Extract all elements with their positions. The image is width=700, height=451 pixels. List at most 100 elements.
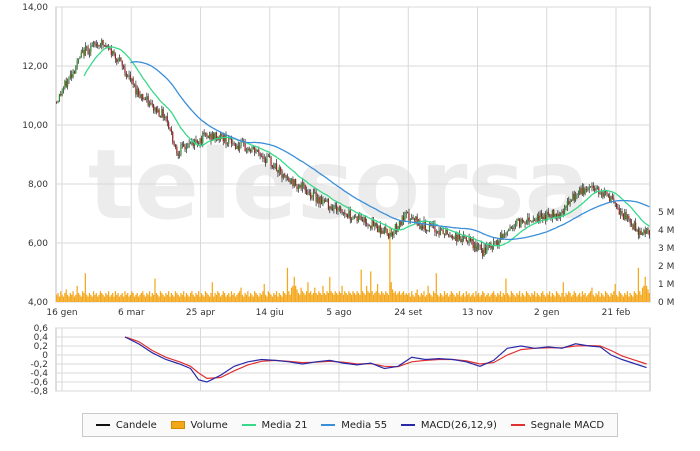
volume-bar: [241, 294, 244, 302]
candle-body: [273, 166, 275, 168]
candle-body: [153, 104, 155, 111]
volume-bar: [125, 294, 127, 302]
volume-bar: [465, 291, 467, 302]
candle-body: [271, 165, 274, 167]
volume-bar: [240, 287, 242, 302]
candle-body: [166, 116, 168, 123]
volume-bar: [266, 296, 268, 302]
candle-body: [610, 196, 612, 202]
candle-body: [191, 142, 193, 144]
volume-bar: [315, 293, 317, 302]
volume-bar: [139, 294, 141, 302]
volume-bar: [420, 293, 422, 302]
candle-body: [256, 149, 259, 152]
volume-bar: [114, 291, 117, 302]
volume-bar: [536, 293, 538, 302]
candle-body: [129, 74, 132, 81]
candle-body: [574, 195, 577, 201]
volume-bar: [143, 294, 145, 302]
candle-body: [539, 212, 541, 222]
volume-bar: [110, 294, 112, 302]
volume-bar: [348, 291, 350, 302]
volume-bar: [296, 289, 298, 302]
volume-bar: [630, 294, 633, 302]
volume-bar: [221, 294, 223, 302]
candle-body: [215, 132, 218, 140]
volume-bar: [165, 293, 167, 302]
volume-bar: [69, 293, 71, 302]
legend-swatch: [241, 424, 256, 426]
volume-bar: [502, 293, 504, 302]
volume-bar: [319, 293, 321, 302]
candle-body: [84, 46, 86, 56]
volume-bar: [441, 294, 443, 302]
candle-body: [195, 139, 197, 141]
candle-body: [557, 213, 559, 218]
volume-bar: [124, 291, 126, 302]
volume-bar: [226, 294, 228, 302]
volume-bar: [493, 291, 495, 302]
candle-body: [277, 169, 279, 173]
volume-bar: [371, 291, 373, 302]
candle-body: [472, 239, 474, 249]
media-55-line: [130, 61, 650, 241]
date-tick-label: 25 apr: [186, 308, 216, 318]
volume-bar: [391, 289, 394, 302]
volume-bar: [415, 293, 417, 302]
candle-body: [620, 210, 622, 215]
candle-body: [174, 145, 177, 147]
candle-body: [540, 212, 543, 217]
volume-bar: [447, 296, 450, 302]
volume-bar: [434, 293, 436, 302]
candle-body: [307, 193, 309, 195]
candle-body: [265, 158, 267, 164]
volume-tick-label: 0 M: [658, 298, 674, 308]
volume-bar: [473, 296, 476, 302]
candle-body: [389, 235, 391, 238]
volume-bar: [181, 294, 183, 302]
volume-bar: [84, 273, 86, 302]
candle-body: [124, 67, 126, 73]
segnale-macd-line: [124, 336, 647, 380]
candle-body: [577, 193, 579, 195]
candle-body: [159, 116, 162, 118]
candle-body: [303, 182, 305, 186]
volume-bar: [419, 296, 421, 302]
macd-tick-label: 0,6: [34, 324, 49, 334]
candle-body: [371, 219, 373, 229]
candle-body: [168, 122, 170, 129]
volume-bar: [613, 291, 615, 302]
candle-body: [340, 207, 342, 210]
candle-body: [312, 192, 314, 197]
volume-bar: [327, 293, 330, 302]
candle-body: [531, 220, 533, 222]
candle-body: [624, 212, 626, 220]
volume-bar: [297, 293, 299, 302]
volume-bar: [383, 294, 386, 302]
volume-bar: [506, 293, 508, 302]
volume-bar: [431, 296, 433, 302]
volume-bar: [349, 293, 351, 302]
candle-body: [565, 206, 567, 208]
volume-bar: [372, 294, 375, 302]
volume-bar: [198, 291, 200, 302]
volume-bar: [603, 296, 605, 302]
candle-body: [150, 102, 152, 104]
candle-body: [357, 215, 360, 222]
date-tick-label: 14 giu: [256, 308, 284, 318]
candle-body: [199, 138, 201, 144]
volume-bar: [461, 294, 463, 302]
volume-bar: [360, 269, 362, 302]
volume-bar: [503, 294, 506, 302]
candle-body: [458, 233, 461, 239]
candle-body: [555, 214, 558, 218]
volume-bar: [632, 296, 634, 302]
volume-bar: [475, 291, 477, 302]
volume-bar: [103, 296, 106, 302]
candle-body: [95, 43, 97, 47]
volume-bar: [376, 284, 379, 302]
volume-bar: [572, 294, 574, 302]
volume-bar: [417, 294, 420, 302]
candle-body: [82, 49, 84, 53]
